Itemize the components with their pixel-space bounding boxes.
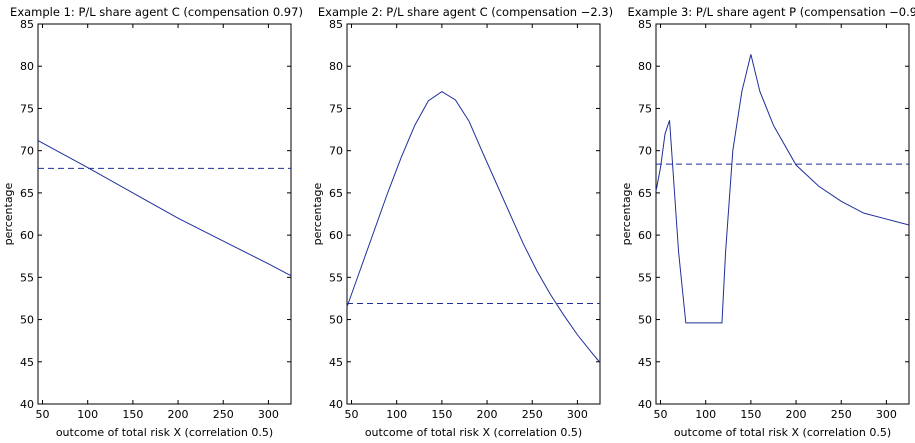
chart1-x-axis-label: outcome of total risk X (correlation 0.5…: [56, 426, 273, 439]
chart1-y-tick-label: 40: [20, 398, 34, 411]
chart1-y-axis-label: percentage: [2, 182, 15, 245]
chart3-y-tick-label: 40: [638, 398, 652, 411]
chart1-x-tick-label: 100: [77, 408, 98, 421]
chart1-y-tick-label: 85: [20, 18, 34, 31]
chart1-x-tick-label: 300: [258, 408, 279, 421]
chart2-y-tick-label: 40: [329, 398, 343, 411]
chart2-y-tick-label: 65: [329, 187, 343, 200]
chart2-y-tick-label: 80: [329, 60, 343, 73]
chart3-x-tick-label: 50: [654, 408, 668, 421]
chart2-y-tick-label: 55: [329, 271, 343, 284]
chart2-y-tick-label: 60: [329, 229, 343, 242]
chart3-y-tick-label: 50: [638, 314, 652, 327]
chart3-x-axis-label: outcome of total risk X (correlation 0.5…: [674, 426, 891, 439]
chart1-y-tick-label: 70: [20, 145, 34, 158]
chart3-plot-frame: [655, 23, 910, 405]
chart2-x-tick-label: 250: [522, 408, 543, 421]
chart1-solid-line: [37, 140, 292, 277]
chart1-y-tick-label: 50: [20, 314, 34, 327]
chart2-y-axis-label: percentage: [311, 182, 324, 245]
chart1-y-tick-label: 45: [20, 356, 34, 369]
chart2-x-tick-label: 50: [345, 408, 359, 421]
chart2-x-tick-label: 300: [567, 408, 588, 421]
chart2-x-tick-label: 100: [386, 408, 407, 421]
chart1-title: Example 1: P/L share agent C (compensati…: [10, 5, 303, 19]
chart1-y-tick-label: 55: [20, 271, 34, 284]
chart1-x-tick-label: 50: [36, 408, 50, 421]
chart3-y-tick-label: 75: [638, 102, 652, 115]
chart1-y-tick-label: 65: [20, 187, 34, 200]
chart1-x-tick-label: 150: [122, 408, 143, 421]
chart2-x-axis-label: outcome of total risk X (correlation 0.5…: [365, 426, 582, 439]
chart1-y-tick-label: 75: [20, 102, 34, 115]
chart3-y-tick-label: 45: [638, 356, 652, 369]
chart1-plot-frame: [37, 23, 292, 405]
chart3-x-tick-label: 100: [695, 408, 716, 421]
chart3-y-tick-label: 85: [638, 18, 652, 31]
chart3-y-tick-label: 80: [638, 60, 652, 73]
chart2-y-tick-label: 70: [329, 145, 343, 158]
chart3-x-tick-label: 250: [831, 408, 852, 421]
chart2-y-tick-label: 45: [329, 356, 343, 369]
chart3-y-tick-label: 60: [638, 229, 652, 242]
chart3-y-tick-label: 55: [638, 271, 652, 284]
chart2-title: Example 2: P/L share agent C (compensati…: [318, 5, 613, 19]
chart2-y-tick-label: 85: [329, 18, 343, 31]
chart3-y-tick-label: 65: [638, 187, 652, 200]
chart2-solid-line: [346, 90, 601, 363]
chart1-x-tick-label: 200: [168, 408, 189, 421]
chart3-x-tick-label: 150: [740, 408, 761, 421]
chart2-y-tick-label: 50: [329, 314, 343, 327]
chart2-y-tick-label: 75: [329, 102, 343, 115]
chart1-y-tick-label: 80: [20, 60, 34, 73]
chart3-y-tick-label: 70: [638, 145, 652, 158]
chart3-x-tick-label: 200: [786, 408, 807, 421]
chart2-x-tick-label: 150: [431, 408, 452, 421]
chart3-solid-line: [655, 54, 910, 324]
chart1-x-tick-label: 250: [213, 408, 234, 421]
chart1-y-tick-label: 60: [20, 229, 34, 242]
chart2-x-tick-label: 200: [477, 408, 498, 421]
chart3-title: Example 3: P/L share agent P (compensati…: [627, 5, 915, 19]
chart3-y-axis-label: percentage: [620, 182, 633, 245]
chart3-x-tick-label: 300: [876, 408, 897, 421]
chart2-plot-frame: [346, 23, 601, 405]
